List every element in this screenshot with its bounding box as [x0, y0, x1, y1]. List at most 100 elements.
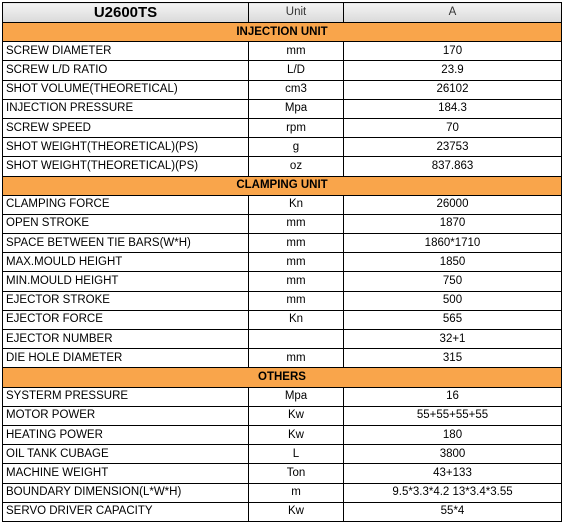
- section-title: INJECTION UNIT: [2, 21, 562, 43]
- spec-value: 565: [343, 309, 562, 331]
- spec-value: 1850: [343, 252, 562, 273]
- spec-row: SCREW SPEED rpm 70: [2, 117, 562, 139]
- spec-row: SPACE BETWEEN TIE BARS(W*H) mm 1860*1710: [2, 233, 562, 254]
- section-row: CLAMPING UNIT: [2, 175, 562, 196]
- spec-unit: mm: [248, 271, 344, 292]
- spec-unit: rpm: [248, 117, 344, 139]
- spec-name: MIN.MOULD HEIGHT: [2, 271, 249, 292]
- spec-name: INJECTION PRESSURE: [2, 98, 249, 119]
- spec-row: MIN.MOULD HEIGHT mm 750: [2, 271, 562, 292]
- spec-row: SCREW DIAMETER mm 170: [2, 41, 562, 62]
- spec-name: SHOT WEIGHT(THEORETICAL)(PS): [2, 156, 249, 177]
- spec-value: 26000: [343, 194, 562, 215]
- section-title: OTHERS: [2, 367, 562, 388]
- spec-unit: L/D: [248, 60, 344, 81]
- spec-name: MACHINE WEIGHT: [2, 463, 249, 484]
- spec-name: SERVO DRIVER CAPACITY: [2, 501, 249, 522]
- spec-row: CLAMPING FORCE Kn 26000: [2, 194, 562, 215]
- spec-value: 184.3: [343, 98, 562, 119]
- spec-value: 43+133: [343, 463, 562, 484]
- spec-value: 1860*1710: [343, 233, 562, 254]
- spec-value: 55*4: [343, 501, 562, 522]
- spec-name: SHOT WEIGHT(THEORETICAL)(PS): [2, 137, 249, 158]
- spec-unit: mm: [248, 41, 344, 62]
- spec-value: 23.9: [343, 60, 562, 81]
- spec-unit: g: [248, 137, 344, 158]
- spec-row: MACHINE WEIGHT Ton 43+133: [2, 463, 562, 484]
- spec-unit: oz: [248, 156, 344, 177]
- spec-value: 180: [343, 424, 562, 446]
- spec-value: 750: [343, 271, 562, 292]
- spec-unit: Kw: [248, 501, 344, 522]
- spec-unit: Ton: [248, 463, 344, 484]
- spec-unit: mm: [248, 348, 344, 369]
- spec-value: 9.5*3.3*4.2 13*3.4*3.55: [343, 482, 562, 503]
- spec-name: SPACE BETWEEN TIE BARS(W*H): [2, 233, 249, 254]
- spec-unit: Kn: [248, 309, 344, 331]
- spec-row: OPEN STROKE mm 1870: [2, 213, 562, 235]
- spec-unit: mm: [248, 252, 344, 273]
- spec-unit: Mpa: [248, 98, 344, 119]
- spec-unit: Kw: [248, 405, 344, 426]
- spec-name: SCREW SPEED: [2, 117, 249, 139]
- spec-row: SYSTERM PRESSURE Mpa 16: [2, 386, 562, 407]
- spec-row: DIE HOLE DIAMETER mm 315: [2, 348, 562, 369]
- spec-name: SHOT VOLUME(THEORETICAL): [2, 79, 249, 100]
- spec-row: SCREW L/D RATIO L/D 23.9: [2, 60, 562, 81]
- unit-header: Unit: [248, 2, 344, 23]
- spec-value: 3800: [343, 444, 562, 465]
- spec-unit: L: [248, 444, 344, 465]
- section-row: OTHERS: [2, 367, 562, 388]
- spec-name: MAX.MOULD HEIGHT: [2, 252, 249, 273]
- spec-value: 170: [343, 41, 562, 62]
- spec-name: BOUNDARY DIMENSION(L*W*H): [2, 482, 249, 503]
- spec-unit: mm: [248, 233, 344, 254]
- spec-name: EJECTOR FORCE: [2, 309, 249, 331]
- spec-name: CLAMPING FORCE: [2, 194, 249, 215]
- spec-name: EJECTOR NUMBER: [2, 328, 249, 350]
- spec-name: SCREW L/D RATIO: [2, 60, 249, 81]
- spec-value: 1870: [343, 213, 562, 235]
- spec-row: SHOT WEIGHT(THEORETICAL)(PS) g 23753: [2, 137, 562, 158]
- spec-name: HEATING POWER: [2, 424, 249, 446]
- spec-unit: m: [248, 482, 344, 503]
- spec-unit: Kw: [248, 424, 344, 446]
- spec-row: SERVO DRIVER CAPACITY Kw 55*4: [2, 501, 562, 522]
- spec-row: EJECTOR NUMBER 32+1: [2, 328, 562, 350]
- spec-value: 55+55+55+55: [343, 405, 562, 426]
- spec-value: 315: [343, 348, 562, 369]
- spec-name: OPEN STROKE: [2, 213, 249, 235]
- spec-value: 26102: [343, 79, 562, 100]
- spec-name: SYSTERM PRESSURE: [2, 386, 249, 407]
- spec-row: MOTOR POWER Kw 55+55+55+55: [2, 405, 562, 426]
- spec-value: 500: [343, 290, 562, 311]
- spec-value: 837.863: [343, 156, 562, 177]
- spec-row: EJECTOR FORCE Kn 565: [2, 309, 562, 331]
- spec-value: 16: [343, 386, 562, 407]
- spec-value: 23753: [343, 137, 562, 158]
- section-title: CLAMPING UNIT: [2, 175, 562, 196]
- spec-row: OIL TANK CUBAGE L 3800: [2, 444, 562, 465]
- spec-value: 32+1: [343, 328, 562, 350]
- spec-value: 70: [343, 117, 562, 139]
- spec-name: DIE HOLE DIAMETER: [2, 348, 249, 369]
- spec-unit: cm3: [248, 79, 344, 100]
- spec-name: OIL TANK CUBAGE: [2, 444, 249, 465]
- spec-row: SHOT WEIGHT(THEORETICAL)(PS) oz 837.863: [2, 156, 562, 177]
- value-header: A: [343, 2, 562, 23]
- spec-row: EJECTOR STROKE mm 500: [2, 290, 562, 311]
- spec-row: MAX.MOULD HEIGHT mm 1850: [2, 252, 562, 273]
- header-row: U2600TS Unit A: [2, 2, 562, 23]
- section-row: INJECTION UNIT: [2, 21, 562, 43]
- spec-unit: Kn: [248, 194, 344, 215]
- spec-name: SCREW DIAMETER: [2, 41, 249, 62]
- spec-unit: mm: [248, 290, 344, 311]
- spec-row: BOUNDARY DIMENSION(L*W*H) m 9.5*3.3*4.2 13…: [2, 482, 562, 503]
- spec-row: SHOT VOLUME(THEORETICAL) cm3 26102: [2, 79, 562, 100]
- spec-row: HEATING POWER Kw 180: [2, 424, 562, 446]
- spec-name: MOTOR POWER: [2, 405, 249, 426]
- spec-unit: Mpa: [248, 386, 344, 407]
- spec-name: EJECTOR STROKE: [2, 290, 249, 311]
- spec-unit: [248, 328, 344, 350]
